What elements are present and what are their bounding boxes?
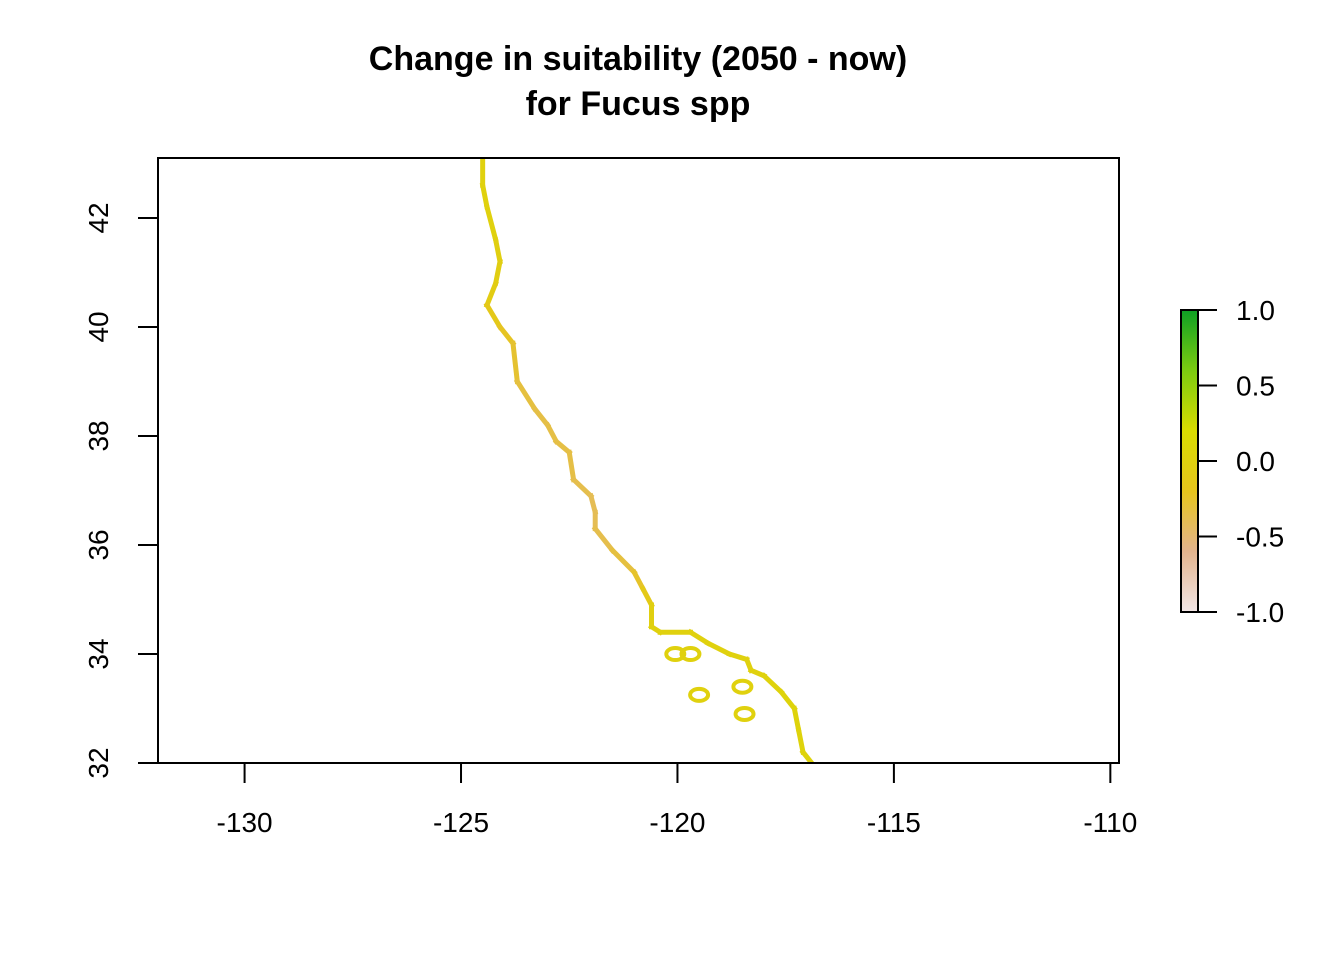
- x-tick-label: -110: [1083, 807, 1137, 838]
- plot-frame: [157, 157, 1120, 764]
- y-tick-label: 38: [83, 420, 114, 451]
- legend-tick-label: 0.0: [1236, 446, 1275, 477]
- x-axis: -130 -125 -120 -115 -110: [217, 762, 1137, 838]
- island-layer: [664, 645, 756, 722]
- coastline-segment: [704, 639, 733, 658]
- legend-tick-label: 0.5: [1236, 371, 1275, 402]
- island-outline: [664, 645, 687, 662]
- coastline-layer: [479, 158, 815, 763]
- coastline-segment: [483, 301, 504, 331]
- coastline-segment: [630, 568, 647, 592]
- island-outline: [731, 678, 754, 695]
- island-outline: [688, 686, 711, 703]
- legend-tick-label: -1.0: [1236, 597, 1284, 628]
- coastline-segment: [686, 628, 712, 647]
- x-tick-label: -115: [867, 807, 921, 838]
- coastline-segment: [492, 258, 503, 287]
- coastline-segment: [483, 280, 499, 309]
- coastline-segment: [791, 705, 802, 734]
- coastline-segment: [492, 236, 503, 265]
- coastline-segment: [591, 525, 617, 554]
- coastline-segment: [496, 323, 517, 347]
- coastline-segment: [587, 492, 599, 516]
- legend-tick-label: 1.0: [1236, 295, 1275, 326]
- y-tick-label: 42: [83, 202, 114, 233]
- coastline-segment: [795, 727, 806, 756]
- legend-colorbar: [1180, 309, 1199, 613]
- coastline-segment: [479, 182, 490, 210]
- y-tick-label: 32: [83, 747, 114, 778]
- coastline-segment: [544, 421, 560, 445]
- coastline-segment: [510, 340, 521, 385]
- x-tick-label: -120: [649, 807, 705, 838]
- coastline-segment: [777, 688, 798, 713]
- y-tick-label: 36: [83, 529, 114, 560]
- color-legend: 1.0 0.5 0.0 -0.5 -1.0: [1180, 295, 1284, 628]
- coastline-segment: [570, 476, 595, 500]
- coastline-segment: [608, 546, 638, 576]
- chart-subtitle: for Fucus spp: [526, 85, 751, 123]
- coastline-segment: [513, 378, 539, 413]
- island-outline: [679, 645, 702, 662]
- coastline-segment: [760, 672, 785, 696]
- island-outline: [733, 705, 756, 722]
- chart-title: Change in suitability (2050 - now): [369, 40, 907, 78]
- x-tick-label: -125: [433, 807, 489, 838]
- x-tick-label: -130: [217, 807, 273, 838]
- y-tick-label: 40: [83, 311, 114, 342]
- coastline-segment: [483, 203, 499, 243]
- coastline-segment: [566, 449, 577, 483]
- legend-tick-label: -0.5: [1236, 522, 1284, 553]
- coastline-segment: [639, 585, 655, 609]
- coastline-segment: [799, 748, 815, 763]
- y-tick-label: 34: [83, 638, 114, 669]
- y-axis: 32 34 36 38 40 42: [83, 202, 159, 779]
- coastline-segment: [531, 405, 552, 429]
